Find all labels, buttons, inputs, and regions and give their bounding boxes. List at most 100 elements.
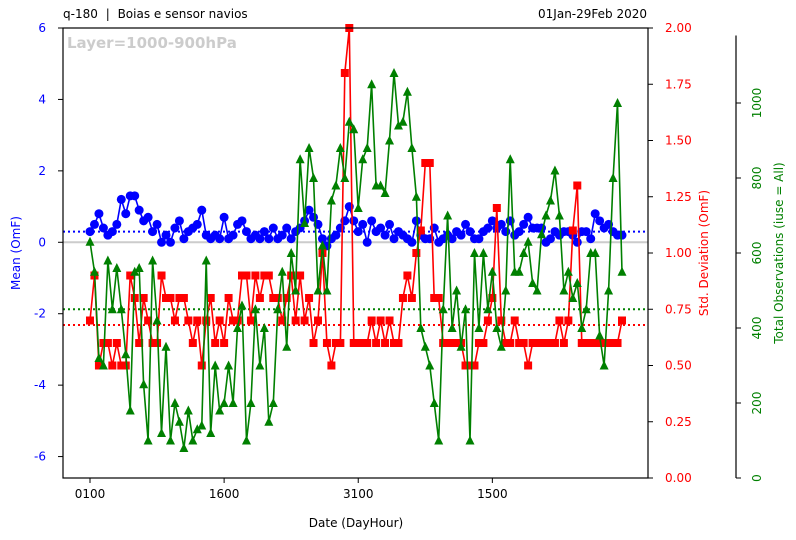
data-point: [515, 339, 524, 347]
data-point: [112, 339, 121, 347]
data-point: [572, 278, 582, 287]
data-point: [175, 294, 184, 302]
data-point: [277, 230, 287, 240]
data-point: [86, 316, 94, 325]
data-point: [390, 339, 398, 347]
data-point: [447, 323, 457, 332]
data-point: [429, 398, 439, 407]
data-point: [604, 285, 614, 295]
data-point: [608, 173, 618, 182]
data-point: [533, 339, 542, 347]
data-point: [117, 361, 126, 370]
data-point: [385, 316, 394, 325]
data-point: [358, 219, 368, 229]
std-tick-label: 1.50: [665, 134, 692, 148]
data-point: [300, 316, 309, 325]
data-point: [193, 316, 202, 325]
data-point: [478, 248, 488, 257]
data-point: [385, 135, 395, 145]
data-point: [376, 316, 385, 325]
data-point: [362, 237, 372, 247]
data-point: [519, 339, 528, 347]
data-point: [259, 323, 269, 332]
data-point: [581, 227, 591, 237]
data-point: [537, 339, 546, 347]
data-point: [143, 435, 153, 445]
data-point: [219, 398, 229, 407]
data-point: [501, 285, 511, 295]
data-point: [618, 316, 626, 325]
data-point: [372, 339, 381, 347]
data-point: [112, 263, 122, 272]
data-point: [505, 154, 515, 164]
data-point: [546, 339, 555, 347]
data-point: [210, 360, 220, 370]
mean-tick-label: -2: [34, 307, 46, 321]
data-point: [233, 316, 242, 325]
data-point: [367, 216, 377, 226]
data-point: [211, 339, 220, 347]
x-tick-label: 0100: [75, 487, 106, 501]
data-point: [600, 339, 609, 347]
data-point: [197, 361, 206, 370]
data-point: [452, 285, 462, 295]
std-tick-label: 0.75: [665, 302, 692, 316]
data-point: [287, 271, 296, 280]
data-point: [613, 339, 622, 347]
data-point: [590, 248, 600, 257]
data-point: [545, 234, 555, 244]
data-point: [130, 266, 140, 276]
data-point: [506, 339, 515, 347]
data-point: [246, 398, 256, 407]
data-point: [376, 180, 386, 190]
data-point: [349, 339, 358, 347]
data-point: [586, 339, 595, 347]
data-point: [577, 339, 586, 347]
data-point: [595, 216, 605, 226]
axes-layer: 0100 1600 3100 1500 6 4 2 0 -2 -4 -6 2.00 1.75 1.50 1.…: [34, 21, 764, 501]
data-point: [125, 405, 135, 415]
mean-tick-label: 6: [38, 21, 46, 35]
data-point: [107, 304, 117, 314]
data-point: [148, 227, 158, 237]
data-point: [85, 227, 95, 237]
data-point: [581, 304, 591, 314]
data-point: [425, 360, 435, 370]
data-point: [286, 248, 296, 257]
data-point: [215, 316, 224, 325]
data-point: [331, 339, 340, 347]
data-point: [349, 216, 359, 226]
data-point: [461, 304, 471, 314]
data-point: [188, 339, 197, 347]
data-point: [604, 339, 613, 347]
data-point: [264, 416, 274, 426]
data-point: [309, 173, 319, 182]
data-point: [483, 223, 493, 233]
data-point: [296, 271, 305, 280]
count-tick-label: 400: [750, 317, 764, 340]
data-point: [152, 315, 162, 325]
data-point: [568, 226, 577, 235]
data-point: [108, 361, 117, 370]
data-point: [456, 341, 466, 351]
data-point: [470, 361, 479, 370]
data-point: [273, 304, 283, 314]
data-point: [268, 398, 278, 407]
data-point: [134, 263, 144, 272]
data-point: [229, 316, 238, 325]
experiment-code: q-180: [63, 7, 98, 21]
x-axis-label: Date (DayHour): [309, 516, 403, 530]
data-point: [206, 294, 215, 302]
data-point: [519, 248, 529, 257]
data-point: [197, 205, 207, 215]
data-point: [344, 116, 354, 126]
data-point: [215, 234, 225, 244]
data-point: [510, 316, 519, 325]
data-point: [228, 398, 238, 407]
data-point: [402, 86, 412, 96]
data-point: [170, 398, 180, 407]
data-point: [577, 323, 587, 332]
data-point: [305, 294, 314, 302]
data-point: [112, 219, 122, 229]
data-point: [550, 165, 560, 175]
